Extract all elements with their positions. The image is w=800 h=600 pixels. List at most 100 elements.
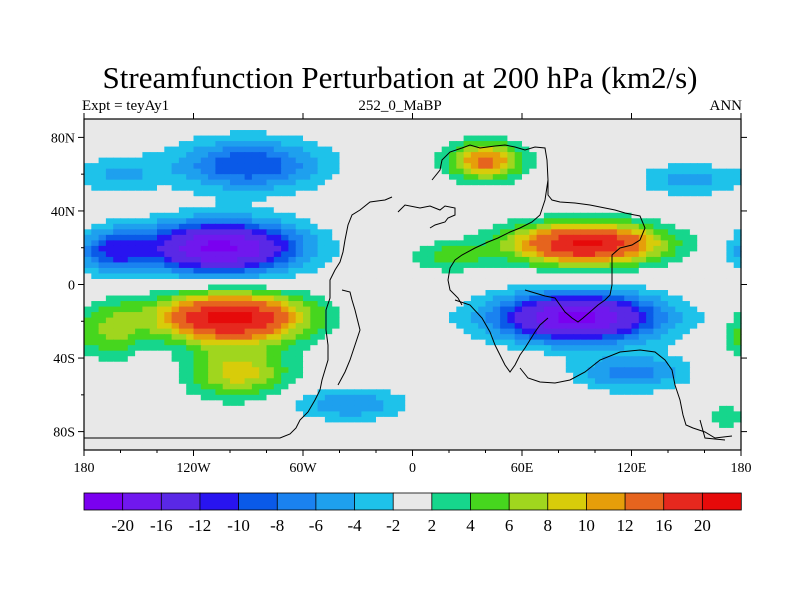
field-cell xyxy=(682,334,691,341)
field-cell xyxy=(514,212,523,219)
field-cell xyxy=(259,229,268,236)
field-cell xyxy=(660,361,669,368)
field-cell xyxy=(157,372,165,379)
field-cell xyxy=(84,234,92,241)
field-cell xyxy=(390,323,399,330)
field-cell xyxy=(543,240,552,247)
field-cell xyxy=(186,168,195,175)
field-cell xyxy=(310,240,319,247)
field-cell xyxy=(492,196,501,203)
field-cell xyxy=(412,135,421,142)
field-cell xyxy=(449,240,457,247)
field-cell xyxy=(317,411,326,418)
field-cell xyxy=(573,416,581,424)
field-cell xyxy=(295,163,304,170)
field-cell xyxy=(697,361,706,368)
field-cell xyxy=(251,262,260,269)
field-cell xyxy=(412,411,421,418)
field-cell xyxy=(208,240,216,247)
field-cell xyxy=(142,196,151,203)
field-cell xyxy=(412,262,421,269)
field-cell xyxy=(441,256,450,264)
field-cell xyxy=(149,328,158,335)
field-cell xyxy=(456,339,465,346)
field-cell xyxy=(368,229,377,236)
field-cell xyxy=(251,334,260,341)
field-cell xyxy=(368,212,377,219)
field-cell xyxy=(631,372,640,379)
field-cell xyxy=(91,306,100,313)
field-cell xyxy=(478,383,487,390)
field-cell xyxy=(514,229,523,236)
field-cell xyxy=(310,361,319,368)
field-cell xyxy=(259,317,268,324)
field-cell xyxy=(719,339,727,346)
field-cell xyxy=(368,306,377,313)
field-cell xyxy=(726,411,735,418)
field-cell xyxy=(178,328,187,335)
field-cell xyxy=(324,251,333,258)
field-cell xyxy=(339,207,348,214)
field-cell xyxy=(697,179,706,186)
field-cell xyxy=(142,152,151,159)
field-cell xyxy=(609,339,618,346)
field-cell xyxy=(565,124,574,131)
field-cell xyxy=(697,262,706,269)
field-cell xyxy=(733,345,742,352)
field-cell xyxy=(178,135,187,142)
field-cell xyxy=(98,135,107,142)
field-cell xyxy=(638,383,647,390)
field-cell xyxy=(711,196,720,203)
field-cell xyxy=(689,174,698,181)
field-cell xyxy=(470,334,479,341)
field-cell xyxy=(726,278,735,286)
field-cell xyxy=(332,394,341,401)
field-cell xyxy=(200,152,209,159)
field-cell xyxy=(711,312,720,319)
field-cell xyxy=(244,394,253,401)
field-cell xyxy=(354,240,362,247)
field-cell xyxy=(573,135,581,142)
field-cell xyxy=(193,179,202,186)
field-cell xyxy=(405,323,414,330)
field-cell xyxy=(208,367,216,374)
field-cell xyxy=(616,262,625,269)
field-cell xyxy=(142,306,151,313)
field-cell xyxy=(295,234,304,241)
field-cell xyxy=(361,130,370,137)
field-cell xyxy=(295,218,304,225)
field-cell xyxy=(580,284,589,291)
field-cell xyxy=(514,146,523,153)
field-cell xyxy=(281,234,289,241)
field-cell xyxy=(653,328,662,335)
field-cell xyxy=(266,262,275,269)
field-cell xyxy=(390,405,399,412)
field-cell xyxy=(281,135,289,142)
field-cell xyxy=(251,174,260,181)
field-cell xyxy=(427,405,435,412)
field-cell xyxy=(339,190,348,197)
field-cell xyxy=(135,339,143,346)
field-cell xyxy=(164,312,173,319)
field-cell xyxy=(288,411,297,418)
field-cell xyxy=(609,306,618,313)
field-cell xyxy=(580,179,589,186)
field-cell xyxy=(215,119,224,126)
field-cell xyxy=(514,405,523,412)
field-cell xyxy=(149,350,158,357)
field-cell xyxy=(208,212,216,219)
field-cell xyxy=(332,168,341,175)
field-cell xyxy=(193,416,202,424)
field-cell xyxy=(551,201,560,208)
field-cell xyxy=(449,119,457,126)
field-cell xyxy=(638,328,647,335)
field-cell xyxy=(704,251,713,258)
field-cell xyxy=(397,301,406,308)
field-cell xyxy=(427,301,435,308)
field-cell xyxy=(98,146,107,153)
field-cell xyxy=(711,207,720,214)
field-cell xyxy=(105,179,114,186)
field-cell xyxy=(178,251,187,258)
field-cell xyxy=(478,306,487,313)
field-cell xyxy=(412,190,421,197)
